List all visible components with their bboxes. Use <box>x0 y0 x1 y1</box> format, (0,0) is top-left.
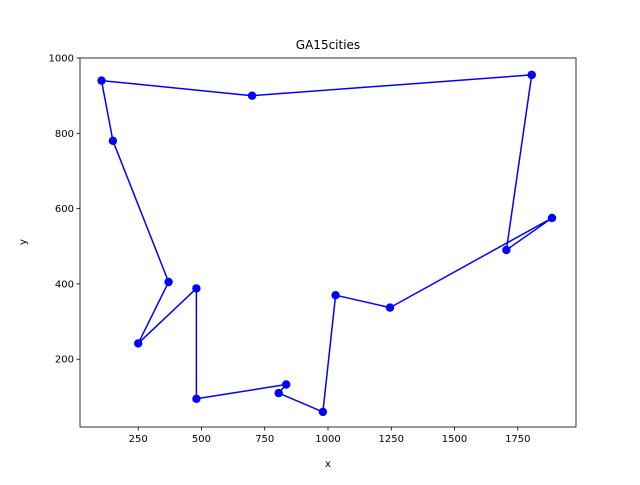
data-point <box>385 303 395 312</box>
x-tick-label: 1250 <box>379 434 404 445</box>
data-point <box>282 380 291 389</box>
x-axis-label: x <box>325 459 331 470</box>
x-tick-label: 750 <box>255 434 274 445</box>
chart-title: GA15cities <box>296 38 360 52</box>
y-tick-label: 1000 <box>49 54 74 65</box>
x-tick-label: 1750 <box>505 434 530 445</box>
data-point <box>192 394 201 403</box>
data-point <box>192 284 201 293</box>
data-point <box>247 91 257 100</box>
y-tick-label: 800 <box>55 129 74 140</box>
data-point <box>164 277 173 287</box>
y-axis-label: y <box>18 239 29 245</box>
data-point <box>331 291 340 300</box>
axes: 250 500 750 1000 1250 1500 1750 200 400 600 800 100… <box>49 54 577 445</box>
x-tick-label: 500 <box>192 434 211 445</box>
series-line <box>100 74 553 413</box>
y-tick-label: 600 <box>55 204 74 215</box>
data-point <box>97 76 106 85</box>
x-tick-label: 1000 <box>315 434 340 445</box>
data-point <box>134 339 143 348</box>
y-tick-label: 400 <box>55 279 74 290</box>
data-point <box>318 407 328 417</box>
data-point <box>547 213 557 223</box>
data-point <box>502 245 511 255</box>
data-point <box>274 388 283 398</box>
x-tick-label: 1500 <box>442 434 467 445</box>
data-point <box>527 70 536 80</box>
plot-area <box>97 70 557 417</box>
x-tick-label: 250 <box>129 434 148 445</box>
data-point <box>108 136 118 145</box>
y-tick-label: 200 <box>55 355 74 366</box>
